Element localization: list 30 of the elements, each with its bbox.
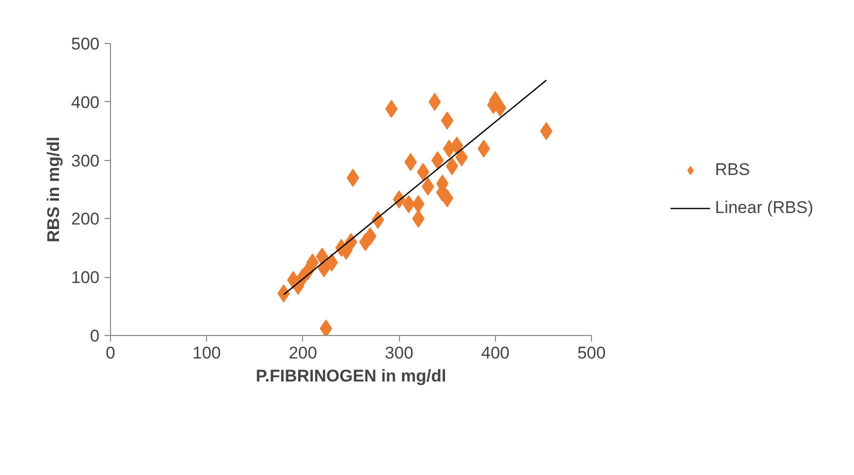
point	[455, 148, 468, 166]
x-tick-label: 400	[481, 344, 510, 362]
x-tick-label: 100	[192, 344, 221, 362]
point	[385, 100, 398, 118]
y-tick-label: 400	[71, 92, 100, 112]
legend-label: RBS	[715, 160, 750, 180]
point	[416, 162, 430, 181]
point	[277, 284, 290, 302]
point	[346, 168, 360, 187]
point	[431, 151, 444, 170]
y-tick-label: 100	[71, 268, 100, 288]
point	[412, 210, 425, 228]
x-tick-label: 0	[106, 344, 116, 362]
y-tick-label: 200	[71, 210, 100, 229]
x-axis-title: P.FIBRINOGEN in mg/dl	[256, 366, 446, 386]
point	[494, 98, 506, 117]
x-tick-label: 200	[288, 344, 318, 362]
y-tick-label: 300	[71, 151, 100, 170]
point	[422, 178, 434, 196]
point	[320, 319, 332, 336]
y-tick-label: 500	[71, 34, 100, 54]
point	[446, 157, 458, 176]
point	[404, 153, 417, 172]
x-tick-label: 300	[384, 344, 414, 362]
x-tick-label: 500	[577, 344, 606, 362]
point	[306, 254, 319, 272]
legend-label: Linear (RBS)	[715, 198, 814, 218]
y-tick-label: 0	[90, 326, 100, 346]
y-axis-title: RBS in mg/dl	[44, 136, 64, 242]
point	[412, 195, 425, 214]
